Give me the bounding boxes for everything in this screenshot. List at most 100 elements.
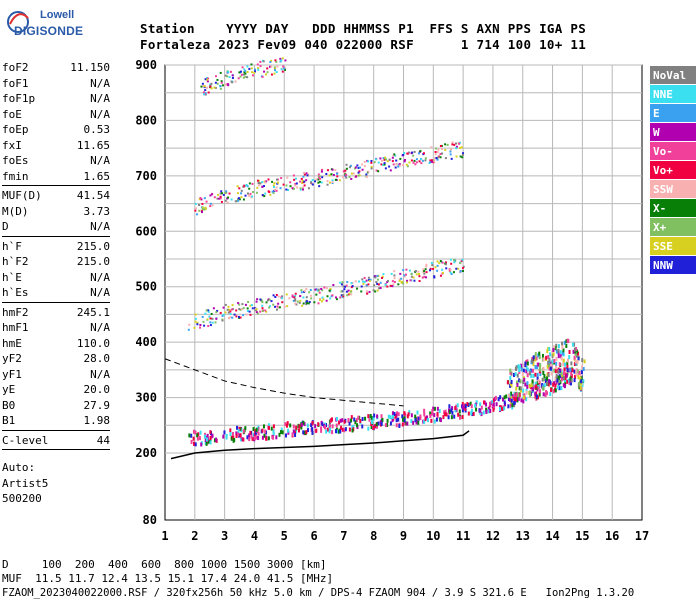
param-separator [2, 235, 110, 237]
echo-point [229, 70, 232, 73]
echo-point [516, 398, 519, 403]
echo-point [458, 409, 461, 414]
echo-point [239, 70, 242, 73]
echo-point [526, 361, 529, 366]
echo-point [419, 416, 422, 421]
echo-point [237, 432, 240, 437]
echo-point [424, 159, 427, 162]
echo-point [534, 391, 537, 396]
echo-point [228, 76, 231, 79]
echo-point [372, 426, 375, 431]
echo-point [201, 202, 204, 205]
echo-point [518, 364, 521, 369]
echo-point [344, 427, 347, 432]
echo-point [296, 186, 299, 189]
echo-point [564, 378, 567, 383]
echo-point [494, 395, 497, 400]
echo-point [507, 393, 510, 398]
echo-point [320, 426, 323, 431]
echo-point [241, 66, 244, 69]
echo-point [549, 366, 552, 371]
echo-point [445, 261, 448, 264]
echo-point [529, 393, 532, 398]
echo-point [209, 202, 212, 205]
echo-point [194, 209, 197, 212]
echo-point [391, 280, 394, 283]
echo-point [412, 154, 415, 157]
echo-point [264, 181, 267, 184]
echo-point [512, 373, 515, 378]
echo-point [221, 192, 224, 195]
echo-point [301, 181, 304, 184]
echo-point [207, 310, 210, 313]
echo-point [516, 373, 519, 378]
legend-swatch [650, 180, 696, 198]
echo-point [436, 269, 439, 272]
echo-point [395, 163, 398, 166]
echo-point [302, 171, 305, 174]
echo-point [459, 261, 462, 264]
echo-point [569, 381, 572, 386]
echo-point [523, 393, 526, 398]
echo-point [520, 367, 523, 372]
param-label: foF1p [2, 92, 36, 105]
echo-point [235, 309, 238, 312]
echo-point [367, 160, 370, 163]
echo-point [453, 414, 456, 419]
echo-point [271, 190, 274, 193]
echo-point [430, 418, 433, 423]
echo-point [372, 416, 375, 421]
echo-point [374, 276, 377, 279]
echo-point [267, 436, 270, 441]
logo-text-lowell: Lowell [40, 9, 75, 21]
x-tick-label: 4 [251, 529, 258, 543]
echo-point [455, 408, 458, 413]
echo-point [530, 358, 533, 363]
echo-point [406, 421, 409, 426]
echo-point [300, 291, 303, 294]
echo-point [238, 198, 241, 201]
echo-point [462, 152, 465, 155]
echo-point [384, 283, 387, 286]
echo-point [270, 65, 273, 68]
echo-point [368, 279, 371, 282]
echo-point [441, 271, 444, 274]
x-tick-label: 11 [456, 529, 470, 543]
echo-point [345, 284, 348, 287]
echo-point [408, 161, 411, 164]
echo-point [377, 161, 380, 164]
echo-point [322, 298, 325, 301]
profile-dashed-line [164, 358, 404, 407]
echo-point [575, 361, 578, 366]
echo-point [562, 362, 565, 367]
echo-point [237, 197, 240, 200]
echo-point [238, 426, 241, 431]
echo-point [251, 307, 254, 310]
echo-point [302, 186, 305, 189]
echo-point [302, 302, 305, 305]
echo-point [311, 430, 314, 435]
echo-point [328, 429, 331, 434]
echo-point [462, 405, 465, 410]
echo-point [535, 356, 538, 361]
echo-point [251, 436, 254, 441]
echo-point [294, 298, 297, 301]
echo-point [342, 170, 345, 173]
echo-point [281, 301, 284, 304]
echo-point [325, 299, 328, 302]
echo-point [559, 374, 562, 379]
echo-point [395, 159, 398, 162]
echo-point [554, 369, 557, 374]
echo-point [294, 292, 297, 295]
echo-point [434, 153, 437, 156]
echo-point [509, 375, 512, 380]
echo-point [205, 441, 208, 446]
echo-point [224, 303, 227, 306]
echo-point [194, 207, 197, 210]
echo-point [285, 423, 288, 428]
echo-point [403, 418, 406, 423]
echo-point [305, 296, 308, 299]
echo-point [270, 426, 273, 431]
echo-point [243, 68, 246, 71]
echo-point [516, 380, 519, 385]
